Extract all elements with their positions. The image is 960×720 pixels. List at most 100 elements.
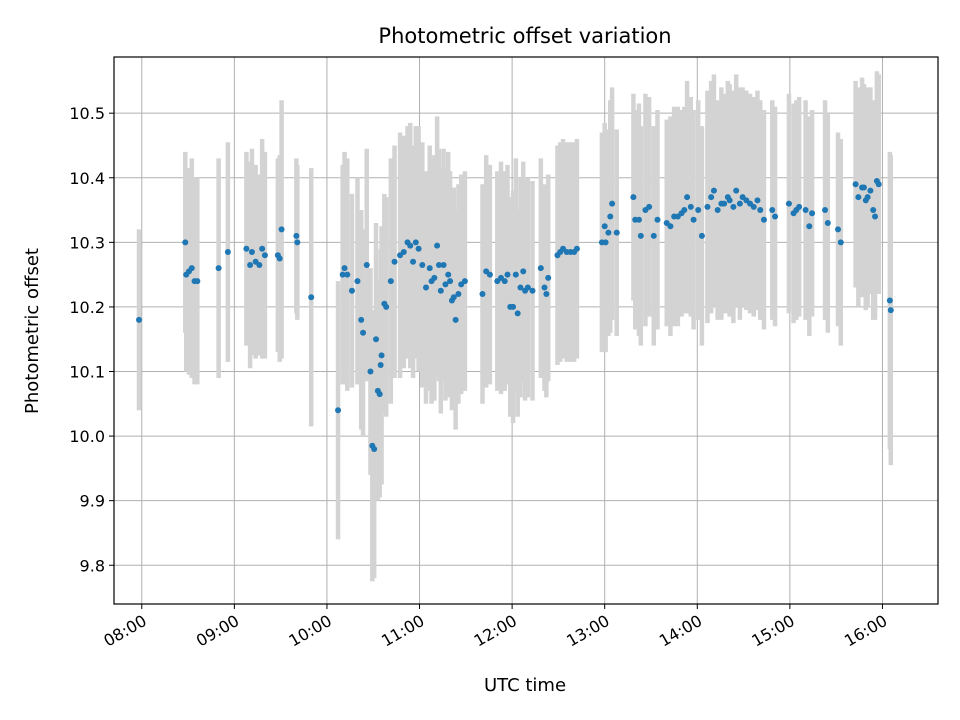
data-point — [412, 239, 419, 246]
data-point — [601, 223, 608, 230]
data-point — [426, 265, 433, 272]
data-point — [785, 200, 792, 207]
data-point — [537, 265, 544, 272]
data-point — [407, 242, 414, 249]
data-point — [294, 239, 301, 246]
data-point — [461, 278, 468, 285]
data-point — [613, 229, 620, 236]
data-point — [373, 336, 380, 343]
data-point — [806, 223, 813, 230]
data-point — [377, 362, 384, 369]
data-point — [276, 255, 283, 262]
data-point — [339, 271, 346, 278]
y-tick-label: 10.3 — [69, 233, 105, 252]
y-tick-label: 9.8 — [80, 556, 105, 575]
data-point — [293, 232, 300, 239]
data-point — [182, 239, 189, 246]
data-point — [733, 187, 740, 194]
x-tick-label: 08:00 — [100, 611, 149, 651]
data-point — [335, 407, 342, 414]
y-tick-label: 10.0 — [69, 427, 105, 446]
data-point — [824, 219, 831, 226]
x-tick-label: 09:00 — [193, 611, 242, 651]
x-axis-label: UTC time — [484, 675, 566, 696]
data-point — [447, 278, 454, 285]
x-tick-label: 10:00 — [286, 611, 335, 651]
data-point — [437, 287, 444, 294]
data-point — [431, 274, 438, 281]
data-point — [248, 249, 255, 256]
data-point — [855, 194, 862, 201]
data-point — [760, 216, 767, 223]
data-point — [698, 232, 705, 239]
data-point — [667, 223, 674, 230]
data-point — [450, 294, 457, 301]
data-point — [348, 287, 355, 294]
x-tick-label: 14:00 — [656, 611, 705, 651]
data-point — [635, 216, 642, 223]
data-point — [391, 258, 398, 265]
data-point — [750, 203, 757, 210]
data-point — [360, 329, 367, 336]
data-points — [135, 177, 894, 453]
data-point — [757, 207, 764, 214]
data-point — [341, 265, 348, 272]
data-point — [504, 271, 511, 278]
data-point — [886, 297, 893, 304]
data-point — [486, 271, 493, 278]
data-point — [650, 232, 657, 239]
data-point — [687, 203, 694, 210]
data-point — [754, 197, 761, 204]
data-point — [543, 291, 550, 298]
data-point — [637, 232, 644, 239]
x-tick-label: 12:00 — [471, 611, 520, 651]
data-point — [630, 194, 637, 201]
data-point — [415, 245, 422, 252]
data-point — [646, 203, 653, 210]
data-point — [704, 203, 711, 210]
y-axis-ticks: 9.8 9.9 10.0 10.1 10.2 10.3 10.4 10.5 — [69, 104, 114, 575]
data-point — [607, 213, 614, 220]
data-point — [887, 307, 894, 314]
data-point — [442, 281, 449, 288]
data-point — [510, 303, 517, 310]
x-tick-label: 15:00 — [748, 611, 797, 651]
data-point — [605, 229, 612, 236]
data-point — [479, 291, 486, 298]
data-point — [440, 261, 447, 268]
data-point — [400, 249, 407, 256]
data-point — [714, 207, 721, 214]
data-point — [573, 245, 580, 252]
data-point — [769, 207, 776, 214]
data-point — [371, 446, 378, 453]
data-point — [837, 239, 844, 246]
y-axis-label: Photometric offset — [22, 248, 43, 414]
data-point — [135, 316, 142, 323]
data-point — [654, 216, 661, 223]
data-point — [278, 226, 285, 233]
data-point — [796, 203, 803, 210]
data-point — [445, 271, 452, 278]
data-point — [736, 200, 743, 207]
chart-title: Photometric offset variation — [378, 24, 671, 48]
data-point — [726, 197, 733, 204]
data-point — [708, 194, 715, 201]
data-point — [835, 226, 842, 233]
data-point — [695, 207, 702, 214]
x-tick-label: 11:00 — [378, 611, 427, 651]
data-point — [308, 294, 315, 301]
data-point — [529, 287, 536, 294]
data-point — [387, 278, 394, 285]
y-tick-label: 9.9 — [80, 492, 105, 511]
data-point — [410, 258, 417, 265]
data-point — [802, 207, 809, 214]
data-point — [710, 187, 717, 194]
data-point — [378, 352, 385, 359]
x-axis-ticks: 08:00 09:00 10:00 11:00 12:00 13:00 14:00 15:00… — [100, 604, 890, 651]
data-point — [684, 194, 691, 201]
data-point — [501, 278, 508, 285]
y-tick-label: 10.2 — [69, 298, 105, 317]
data-point — [261, 252, 268, 259]
data-point — [852, 181, 859, 188]
data-point — [730, 203, 737, 210]
